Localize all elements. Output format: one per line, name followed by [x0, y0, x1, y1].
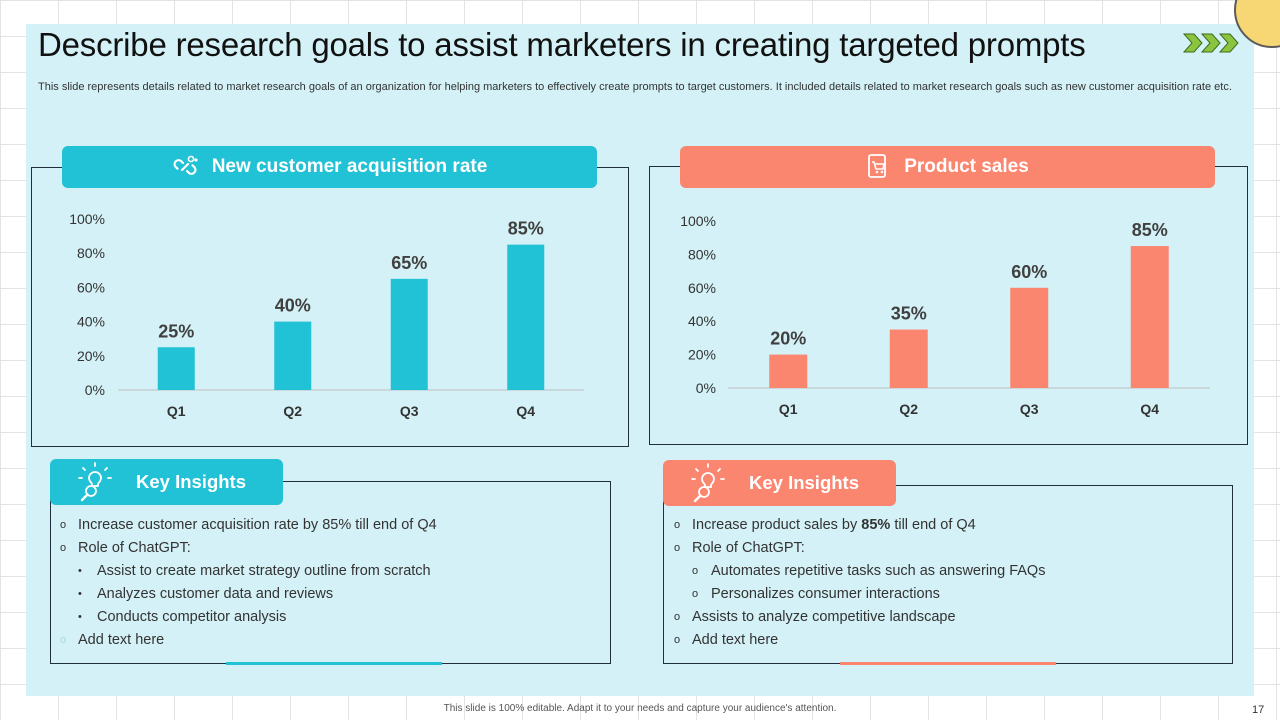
bar-q1: [157, 347, 195, 390]
lightbulb-search-icon: [78, 462, 112, 502]
x-tick-label: Q2: [899, 401, 918, 417]
y-tick-label: 80%: [77, 245, 105, 261]
acquisition-insights-list: o Increase customer acquisition rate by 8…: [60, 514, 437, 652]
list-item: o Personalizes consumer interactions: [692, 586, 940, 602]
x-tick-label: Q1: [779, 401, 798, 417]
list-item: o Increase product sales by 85% till end …: [674, 517, 976, 533]
data-label-q2: 35%: [891, 304, 927, 324]
y-tick-label: 100%: [69, 211, 105, 227]
list-item: o Increase customer acquisition rate by 8…: [60, 517, 437, 533]
x-tick-label: Q1: [167, 403, 186, 419]
x-tick-label: Q3: [400, 403, 419, 419]
y-tick-label: 0%: [696, 380, 716, 396]
data-label-q1: 20%: [770, 329, 806, 349]
x-tick-label: Q4: [1140, 401, 1159, 417]
data-label-q1: 25%: [158, 321, 194, 341]
y-tick-label: 60%: [77, 279, 105, 295]
bar-q2: [274, 321, 312, 390]
link-icon: [173, 155, 198, 175]
acquisition-bar-chart: 0% 20% 40% 60% 80% 100% 25% Q1 40% Q2 65% Q3 85% Q4: [69, 211, 584, 419]
data-label-q4: 85%: [1132, 220, 1168, 240]
list-item: o Add text here: [60, 632, 165, 648]
slide-background: [26, 24, 1254, 696]
y-tick-label: 40%: [77, 314, 105, 330]
bar-q4: [507, 244, 545, 390]
y-tick-label: 20%: [688, 347, 716, 363]
y-tick-label: 60%: [688, 280, 716, 296]
x-tick-label: Q2: [283, 403, 302, 419]
sales-insights-title: Key Insights: [749, 472, 859, 493]
sales-insights-header: Key Insights: [663, 460, 896, 506]
acquisition-insights-header: Key Insights: [50, 459, 283, 505]
data-label-q3: 60%: [1011, 262, 1047, 282]
y-tick-label: 40%: [688, 313, 716, 329]
x-tick-label: Q3: [1020, 401, 1039, 417]
sales-insights-list: o Increase product sales by 85% till end …: [674, 514, 1045, 652]
bar-q1: [769, 354, 808, 388]
list-item: • Conducts competitor analysis: [78, 609, 287, 625]
sales-chart-header: Product sales: [680, 146, 1215, 188]
chevron-arrows-icon: [1182, 33, 1239, 53]
sales-accent-line: [840, 662, 1056, 665]
acquisition-chart-header: New customer acquisition rate: [62, 146, 597, 188]
acquisition-accent-line: [226, 662, 442, 665]
page-description: This slide represents details related to…: [38, 81, 1232, 93]
lightbulb-search-icon: [691, 463, 725, 503]
bar-q3: [1010, 287, 1049, 388]
sales-bar-chart: 0% 20% 40% 60% 80% 100% 20% Q1 35% Q2 60% Q3 85% Q4: [680, 213, 1210, 417]
list-item: o Add text here: [674, 632, 779, 648]
sales-chart-title: Product sales: [904, 156, 1029, 177]
page-number: 17: [1252, 704, 1265, 716]
bar-q3: [390, 278, 428, 390]
list-item: o Role of ChatGPT:: [674, 540, 805, 556]
footer-note: This slide is 100% editable. Adapt it to…: [443, 703, 837, 714]
data-label-q4: 85%: [508, 219, 544, 239]
list-item: • Analyzes customer data and reviews: [78, 586, 334, 602]
y-tick-label: 20%: [77, 348, 105, 364]
acquisition-chart-title: New customer acquisition rate: [211, 156, 488, 177]
data-label-q3: 65%: [391, 253, 427, 273]
y-tick-label: 0%: [85, 382, 105, 398]
bar-q2: [889, 329, 928, 388]
acquisition-insights-title: Key Insights: [136, 471, 246, 492]
x-tick-label: Q4: [516, 403, 535, 419]
y-tick-label: 80%: [688, 246, 716, 262]
bar-q4: [1130, 246, 1169, 388]
list-item: • Assist to create market strategy outlin…: [78, 563, 431, 579]
list-item: o Role of ChatGPT:: [60, 540, 191, 556]
list-item: o Automates repetitive tasks such as answ…: [692, 563, 1046, 579]
list-item: o Assists to analyze competitive landscap…: [674, 609, 956, 625]
data-label-q2: 40%: [275, 296, 311, 316]
page-title: Describe research goals to assist market…: [38, 26, 1086, 63]
shopping-cart-icon: [868, 154, 887, 178]
y-tick-label: 100%: [680, 213, 716, 229]
